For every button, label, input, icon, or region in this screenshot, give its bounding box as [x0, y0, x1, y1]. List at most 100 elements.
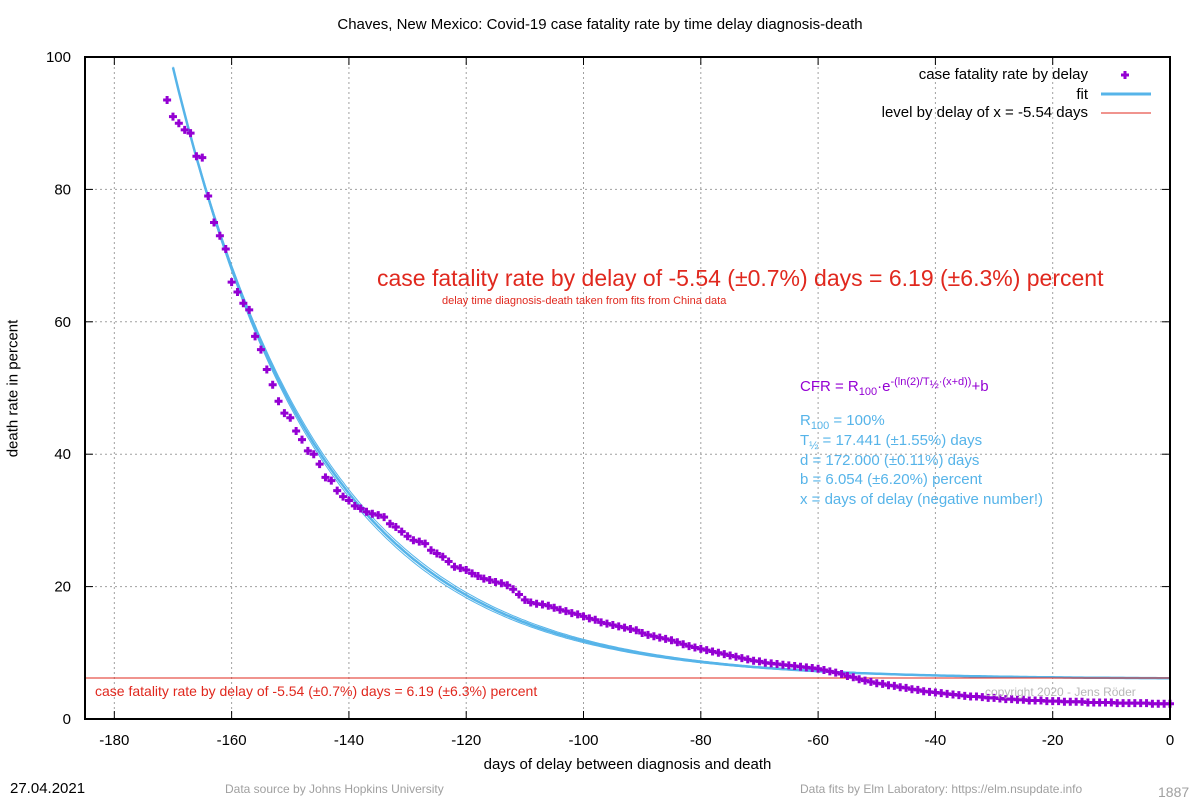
- data-points: [163, 96, 1174, 708]
- data-point: [186, 129, 195, 138]
- x-tick-label: -40: [925, 732, 947, 749]
- data-source-note: Data source by Johns Hopkins University: [225, 782, 444, 796]
- data-point: [837, 669, 846, 678]
- formula-tail: +b: [971, 378, 989, 395]
- data-point: [380, 513, 389, 522]
- param-t-b: = 17.441 (±1.55%) days: [818, 432, 983, 449]
- data-point: [497, 579, 506, 588]
- param-t-half: T½ = 17.441 (±1.55%) days: [800, 432, 982, 452]
- data-point: [403, 532, 412, 541]
- delay-source-note: delay time diagnosis-death taken from fi…: [442, 295, 727, 307]
- data-point: [573, 610, 582, 619]
- y-tick-label: 40: [54, 446, 71, 463]
- data-point: [638, 628, 647, 637]
- data-point: [256, 345, 265, 354]
- data-point: [667, 636, 676, 645]
- param-r100-b: = 100%: [829, 412, 885, 429]
- y-tick-label: 20: [54, 579, 71, 596]
- param-r100: R100 = 100%: [800, 412, 885, 432]
- data-point: [245, 305, 254, 314]
- data-point: [298, 435, 306, 444]
- data-point: [849, 673, 858, 682]
- data-point: [673, 638, 682, 647]
- data-point: [438, 552, 447, 561]
- data-point: [274, 397, 283, 406]
- data-point: [350, 501, 359, 510]
- param-t-a: T: [800, 432, 810, 449]
- param-b: b = 6.054 (±6.20%) percent: [800, 471, 983, 488]
- data-point: [204, 192, 213, 201]
- data-point: [327, 476, 336, 485]
- data-point: [215, 231, 224, 240]
- data-point: [315, 460, 324, 469]
- data-point: [462, 566, 471, 575]
- data-point: [374, 511, 383, 520]
- legend-points-label: case fatality rate by delay: [918, 66, 1088, 83]
- data-point: [473, 572, 482, 581]
- data-point: [303, 446, 312, 455]
- data-point: [239, 299, 248, 308]
- data-point: [415, 537, 424, 546]
- legend-swatches: [1101, 71, 1151, 114]
- data-point: [421, 539, 430, 548]
- data-point: [356, 504, 365, 513]
- formula-exp-half: ½: [929, 379, 939, 392]
- param-d: d = 172.000 (±0.11%) days: [800, 452, 980, 469]
- data-point: [333, 486, 342, 495]
- data-point: [391, 523, 400, 532]
- data-point: [227, 278, 236, 287]
- param-t-sub: ½: [809, 440, 819, 452]
- x-tick-label: -20: [1042, 732, 1064, 749]
- data-point: [385, 519, 394, 528]
- data-point: [339, 492, 348, 501]
- data-point: [210, 218, 219, 227]
- fit-curves: [171, 66, 1170, 680]
- data-point: [509, 585, 518, 594]
- cfr-annotation: case fatality rate by delay of -5.54 (±0…: [377, 265, 1104, 291]
- data-point: [180, 125, 189, 134]
- chart-title: Chaves, New Mexico: Covid-19 case fatali…: [337, 16, 863, 33]
- data-point: [174, 119, 183, 128]
- data-point: [550, 603, 559, 612]
- legend-level-label: level by delay of x = -5.54 days: [881, 104, 1088, 121]
- data-point: [515, 590, 523, 599]
- x-tick-label: -80: [690, 732, 712, 749]
- x-tick-label: -180: [99, 732, 129, 749]
- y-tick-label: 0: [63, 711, 71, 728]
- x-tick-label: 0: [1166, 732, 1174, 749]
- copyright-note: copyright 2020 - Jens Röder: [985, 685, 1136, 699]
- axis-ticks: -180 -160 -140 -120 -100 -80 -60 -40 -20 0 0 20 40 60…: [46, 49, 1174, 749]
- data-point: [632, 626, 641, 635]
- data-point: [579, 612, 588, 621]
- data-point: [520, 595, 529, 604]
- data-point: [591, 615, 600, 624]
- y-axis-label: death rate in percent: [4, 319, 22, 458]
- data-point: [321, 473, 330, 482]
- data-point: [468, 569, 477, 578]
- param-r100-sub: 100: [810, 420, 830, 432]
- data-point: [679, 640, 688, 649]
- data-point: [262, 365, 271, 374]
- legend-fit-label: fit: [1076, 86, 1088, 103]
- data-fits-note: Data fits by Elm Laboratory: https://elm…: [800, 782, 1083, 796]
- legend-points-swatch: [1121, 71, 1129, 79]
- data-point: [163, 96, 172, 105]
- data-point: [397, 527, 406, 536]
- formula-exp-b: ·(x+d)): [938, 376, 972, 388]
- data-point: [544, 601, 553, 610]
- formula-r-sub: 100: [858, 386, 878, 398]
- data-point: [280, 409, 289, 418]
- data-point: [561, 607, 570, 616]
- x-tick-label: -100: [568, 732, 598, 749]
- param-x: x = days of delay (negative number!): [800, 491, 1044, 508]
- data-point: [432, 549, 441, 558]
- level-line-label: case fatality rate by delay of -5.54 (±0…: [95, 683, 538, 699]
- data-point: [168, 112, 177, 121]
- data-point: [427, 546, 436, 555]
- fit-formula: CFR = R100·e-(ln(2)/T½·(x+d))+b: [800, 376, 989, 398]
- data-point: [309, 450, 318, 459]
- formula-exp-a: -(ln(2)/T: [890, 376, 930, 388]
- data-point: [251, 332, 260, 341]
- data-point: [456, 564, 465, 573]
